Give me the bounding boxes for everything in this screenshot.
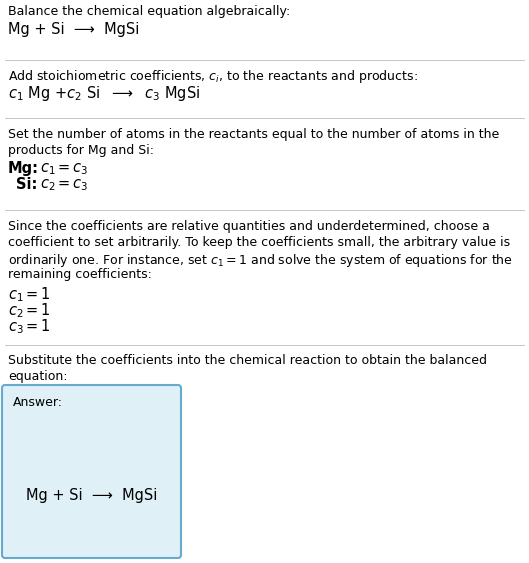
Text: $c_2 = 1$: $c_2 = 1$ <box>8 301 51 320</box>
Text: products for Mg and Si:: products for Mg and Si: <box>8 144 154 157</box>
Text: Mg:: Mg: <box>8 161 39 176</box>
Text: Substitute the coefficients into the chemical reaction to obtain the balanced: Substitute the coefficients into the che… <box>8 354 487 367</box>
Text: Since the coefficients are relative quantities and underdetermined, choose a: Since the coefficients are relative quan… <box>8 220 490 233</box>
Text: Mg + Si  ⟶  MgSi: Mg + Si ⟶ MgSi <box>26 488 157 503</box>
Text: Balance the chemical equation algebraically:: Balance the chemical equation algebraica… <box>8 5 290 18</box>
Text: coefficient to set arbitrarily. To keep the coefficients small, the arbitrary va: coefficient to set arbitrarily. To keep … <box>8 236 510 249</box>
Text: Answer:: Answer: <box>13 396 63 409</box>
Text: $c_1 = c_3$: $c_1 = c_3$ <box>40 161 89 177</box>
Text: Add stoichiometric coefficients, $c_i$, to the reactants and products:: Add stoichiometric coefficients, $c_i$, … <box>8 68 418 85</box>
Text: $c_2 = c_3$: $c_2 = c_3$ <box>40 177 89 193</box>
Text: $c_1 = 1$: $c_1 = 1$ <box>8 285 51 303</box>
Text: ordinarily one. For instance, set $c_1 = 1$ and solve the system of equations fo: ordinarily one. For instance, set $c_1 =… <box>8 252 513 269</box>
Text: Mg + Si  ⟶  MgSi: Mg + Si ⟶ MgSi <box>8 22 139 37</box>
Text: equation:: equation: <box>8 370 68 383</box>
Text: $c_3 = 1$: $c_3 = 1$ <box>8 317 51 336</box>
Text: Set the number of atoms in the reactants equal to the number of atoms in the: Set the number of atoms in the reactants… <box>8 128 499 141</box>
Text: remaining coefficients:: remaining coefficients: <box>8 268 152 281</box>
Text: Si:: Si: <box>16 177 38 192</box>
Text: $c_1$ Mg $+c_2$ Si  $\longrightarrow$  $c_3$ MgSi: $c_1$ Mg $+c_2$ Si $\longrightarrow$ $c_… <box>8 84 200 103</box>
FancyBboxPatch shape <box>2 385 181 558</box>
